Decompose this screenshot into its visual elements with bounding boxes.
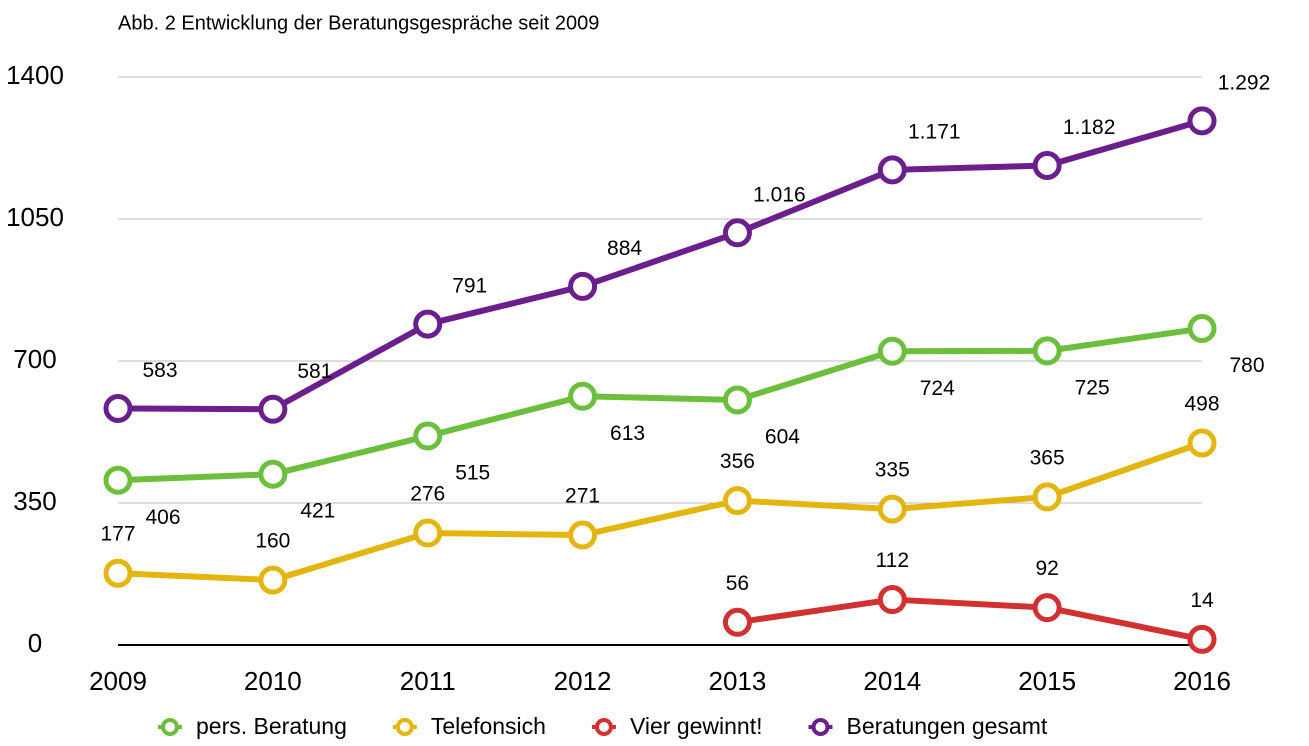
data-label: 725 xyxy=(1075,376,1110,399)
marker xyxy=(568,271,598,301)
data-label: 356 xyxy=(720,450,755,473)
y-tick-label: 350 xyxy=(13,486,56,516)
x-tick-label: 2010 xyxy=(244,666,302,696)
y-tick-label: 1050 xyxy=(6,202,64,232)
x-tick-label: 2016 xyxy=(1173,666,1231,696)
marker xyxy=(103,558,133,588)
series-line xyxy=(117,325,1203,484)
x-tick-label: 2011 xyxy=(400,666,456,696)
y-tick-label: 1400 xyxy=(6,60,64,90)
data-label: 791 xyxy=(452,275,487,298)
marker xyxy=(1187,106,1217,136)
marker xyxy=(877,155,907,185)
marker xyxy=(103,393,133,423)
data-label: 92 xyxy=(1035,557,1058,580)
series-line xyxy=(117,117,1203,413)
data-label: 583 xyxy=(142,359,177,382)
marker xyxy=(722,486,752,516)
x-tick-label: 2015 xyxy=(1018,666,1076,696)
marker xyxy=(413,518,443,548)
legend-label: Beratungen gesamt xyxy=(847,713,1048,739)
data-label: 515 xyxy=(455,462,490,485)
legend-marker xyxy=(161,718,179,736)
legend-label: pers. Beratung xyxy=(196,713,347,739)
data-label: 1.171 xyxy=(908,120,961,143)
marker xyxy=(877,585,907,615)
marker xyxy=(103,465,133,495)
data-label: 365 xyxy=(1030,446,1065,469)
data-label: 177 xyxy=(100,523,135,546)
marker xyxy=(258,459,288,489)
data-label: 604 xyxy=(765,425,800,448)
marker xyxy=(1187,624,1217,654)
y-tick-label: 0 xyxy=(28,628,42,658)
legend-label: Vier gewinnt! xyxy=(630,713,763,739)
marker xyxy=(413,421,443,451)
legend-marker xyxy=(395,718,414,736)
data-label: 581 xyxy=(297,360,332,383)
data-label: 498 xyxy=(1184,393,1219,416)
marker xyxy=(568,381,598,411)
data-label: 271 xyxy=(565,485,600,508)
data-label: 780 xyxy=(1229,354,1264,377)
marker xyxy=(1187,428,1217,458)
x-tick-label: 2014 xyxy=(863,666,921,696)
data-label: 406 xyxy=(145,506,180,529)
series-line xyxy=(117,440,1203,584)
marker xyxy=(1032,593,1062,623)
legend-label: Telefonsich xyxy=(431,713,546,739)
data-label: 335 xyxy=(875,459,910,482)
marker xyxy=(1032,336,1062,366)
data-label: 56 xyxy=(726,572,749,595)
data-label: 1.292 xyxy=(1218,71,1271,94)
marker xyxy=(877,494,907,524)
marker xyxy=(877,336,907,366)
data-label: 884 xyxy=(607,237,642,260)
data-label: 160 xyxy=(255,530,290,553)
marker xyxy=(1032,150,1062,180)
marker xyxy=(722,385,752,415)
marker xyxy=(1032,482,1062,512)
chart-title: Abb. 2 Entwicklung der Beratungsgespräch… xyxy=(118,12,599,34)
data-label: 112 xyxy=(876,549,909,572)
y-tick-label: 700 xyxy=(13,344,56,374)
marker xyxy=(568,520,598,550)
legend-marker xyxy=(811,718,830,736)
marker xyxy=(722,218,752,248)
marker xyxy=(413,309,443,339)
x-tick-label: 2013 xyxy=(709,666,767,696)
data-label: 724 xyxy=(920,377,955,400)
marker xyxy=(258,394,288,424)
data-label: 1.016 xyxy=(753,183,806,206)
data-label: 613 xyxy=(610,422,645,445)
data-label: 1.182 xyxy=(1063,116,1116,139)
data-label: 421 xyxy=(300,500,335,523)
data-label: 14 xyxy=(1190,589,1214,612)
legend-marker xyxy=(594,718,613,736)
data-label: 276 xyxy=(410,483,445,506)
x-tick-label: 2012 xyxy=(554,666,612,696)
marker xyxy=(258,565,288,595)
x-tick-label: 2009 xyxy=(89,666,147,696)
marker xyxy=(722,607,752,637)
series-line xyxy=(736,596,1203,643)
marker xyxy=(1187,314,1217,344)
